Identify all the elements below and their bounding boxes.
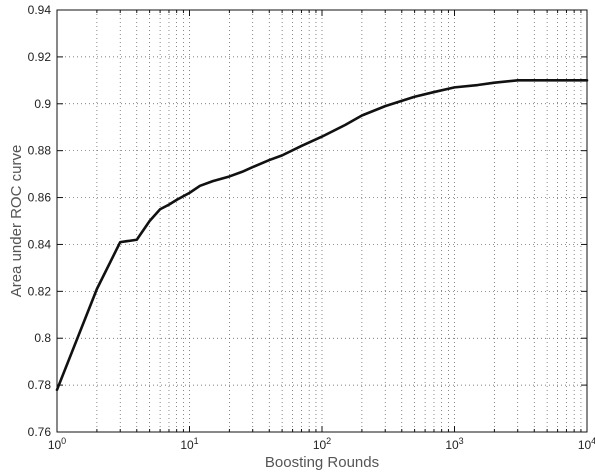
y-tick-label: 0.94 xyxy=(28,3,52,17)
y-tick-label: 0.82 xyxy=(28,284,52,298)
y-tick-label: 0.78 xyxy=(28,378,52,392)
x-tick-label: 104 xyxy=(578,436,595,452)
auc-series-line xyxy=(55,79,589,392)
tick-labels: 0.76 0.78 0.8 0.82 0.84 0.86 0.88 0.9 0.92 0.94 10… xyxy=(28,3,595,452)
axis-ticks xyxy=(56,9,587,433)
y-tick-label: 0.92 xyxy=(28,50,52,64)
y-axis-label: Area under ROC curve xyxy=(8,145,25,298)
y-tick-label: 0.76 xyxy=(28,425,52,439)
x-tick-label: 101 xyxy=(180,436,198,452)
y-tick-label: 0.9 xyxy=(34,97,51,111)
x-axis-label: Boosting Rounds xyxy=(265,454,379,471)
y-tick-label: 0.8 xyxy=(34,331,51,345)
grid-lines xyxy=(57,10,587,432)
x-tick-label: 103 xyxy=(445,436,463,452)
series-layer xyxy=(55,79,589,392)
y-tick-label: 0.84 xyxy=(28,237,52,251)
x-tick-label: 102 xyxy=(313,436,331,452)
y-tick-label: 0.86 xyxy=(28,191,52,205)
y-tick-label: 0.88 xyxy=(28,144,52,158)
x-tick-label: 100 xyxy=(48,436,66,452)
plot-frame xyxy=(56,9,588,433)
